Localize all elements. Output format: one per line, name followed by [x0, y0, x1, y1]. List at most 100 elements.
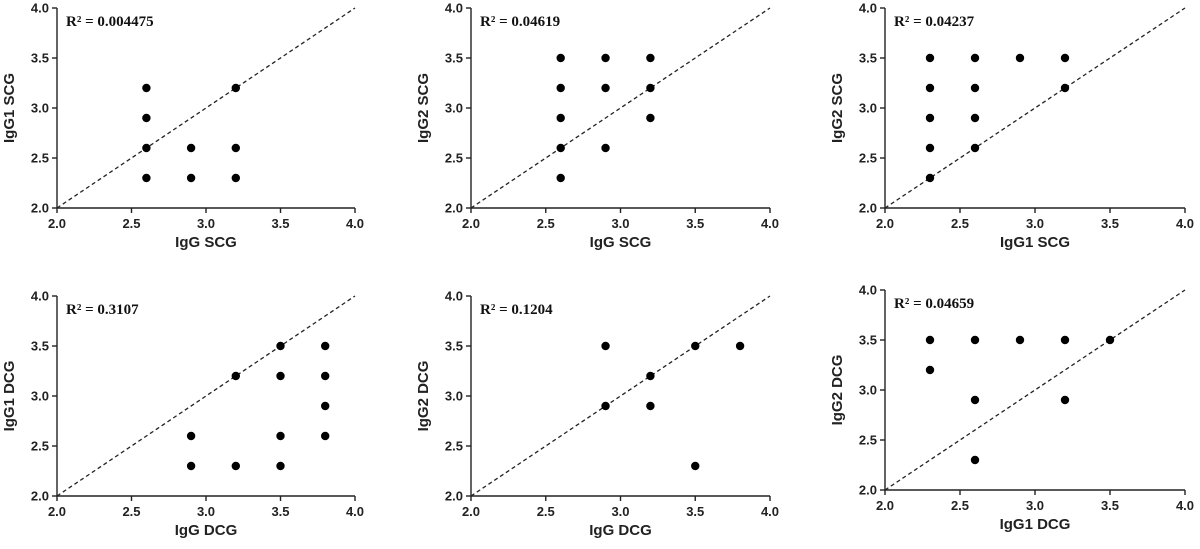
data-point	[970, 335, 980, 345]
data-point	[556, 143, 565, 153]
y-tick-label: 4.0	[31, 289, 49, 304]
data-point	[231, 173, 240, 183]
x-tick-label: 2.0	[462, 216, 480, 231]
x-axis-title: IgG1 DCG	[1000, 516, 1071, 533]
x-tick-label: 2.5	[537, 504, 555, 519]
data-point	[186, 431, 196, 441]
data-point	[231, 83, 240, 93]
data-point	[556, 53, 565, 63]
data-point	[646, 371, 655, 381]
x-tick-label: 2.5	[951, 498, 969, 513]
y-tick-label: 3.5	[31, 339, 49, 354]
data-point	[1015, 335, 1025, 345]
data-point	[231, 461, 240, 471]
x-tick-label: 3.0	[611, 216, 629, 231]
x-tick-label: 2.5	[951, 216, 969, 231]
r-squared-annotation: R² = 0.3107	[66, 302, 139, 318]
data-point	[646, 113, 655, 123]
x-axis-title: IgG SCG	[175, 234, 237, 251]
data-point	[735, 341, 745, 351]
y-tick-label: 2.0	[445, 201, 463, 216]
x-tick-label: 2.5	[122, 504, 140, 519]
x-tick-label: 2.0	[876, 216, 894, 231]
x-tick-label: 3.5	[686, 216, 704, 231]
data-point	[556, 173, 565, 183]
identity-reference-line	[470, 295, 771, 497]
y-axis-title: IgG2 DCG	[415, 361, 432, 432]
data-point	[1060, 335, 1070, 345]
y-tick-label: 4.0	[859, 1, 877, 16]
data-point	[925, 113, 935, 123]
x-tick-label: 3.5	[1101, 216, 1119, 231]
x-tick-label: 3.5	[686, 504, 704, 519]
x-tick-label: 3.5	[1101, 498, 1119, 513]
data-point	[970, 53, 980, 63]
y-tick-label: 3.5	[445, 51, 463, 66]
y-tick-label: 3.5	[859, 333, 877, 348]
y-tick-label: 2.0	[31, 201, 49, 216]
y-axis-title: IgG1 DCG	[1, 361, 18, 432]
r-squared-annotation: R² = 0.04237	[894, 14, 975, 30]
identity-reference-line	[56, 7, 356, 209]
y-tick-label: 3.5	[31, 51, 49, 66]
data-point	[321, 431, 330, 441]
data-point	[142, 143, 151, 153]
x-axis-title: IgG DCG	[175, 522, 238, 539]
data-point	[601, 53, 610, 63]
data-point	[691, 341, 700, 351]
x-axis-title: IgG SCG	[590, 234, 652, 251]
y-tick-label: 2.5	[31, 439, 49, 454]
x-tick-label: 3.5	[271, 504, 289, 519]
scatter-panel-3: 2.0 2.5 3.0 3.5 4.0 2.0 2.5 3.0 3.5 4.0 IgG1 SCG Ig…	[829, 1, 1194, 252]
data-point	[276, 371, 285, 381]
y-tick-label: 3.0	[31, 389, 49, 404]
identity-reference-line	[56, 295, 356, 497]
y-tick-label: 2.5	[445, 439, 463, 454]
data-point	[276, 461, 285, 471]
x-tick-label: 2.0	[462, 504, 480, 519]
x-tick-label: 4.0	[761, 216, 779, 231]
data-point	[1105, 335, 1115, 345]
y-tick-label: 4.0	[445, 289, 463, 304]
y-tick-label: 3.0	[859, 101, 877, 116]
data-point	[276, 341, 285, 351]
data-point	[1060, 53, 1070, 63]
x-axis-title: IgG1 SCG	[1000, 234, 1070, 251]
y-tick-label: 2.0	[859, 483, 877, 498]
y-tick-label: 4.0	[859, 283, 877, 298]
data-point	[142, 83, 151, 93]
x-tick-label: 4.0	[1176, 498, 1194, 513]
x-tick-label: 4.0	[1176, 216, 1194, 231]
data-point	[601, 341, 610, 351]
data-point	[142, 113, 151, 123]
data-point	[321, 341, 330, 351]
y-axis-title: IgG2 SCG	[415, 73, 432, 143]
y-tick-label: 2.5	[445, 151, 463, 166]
y-tick-label: 3.0	[445, 101, 463, 116]
y-tick-label: 3.0	[445, 389, 463, 404]
data-point	[925, 83, 935, 93]
y-axis-title: IgG2 SCG	[829, 73, 846, 143]
data-point	[691, 461, 700, 471]
x-tick-label: 4.0	[346, 216, 364, 231]
data-point	[925, 173, 935, 183]
data-point	[970, 143, 980, 153]
identity-reference-line	[470, 7, 771, 209]
data-point	[321, 401, 330, 411]
scatter-panel-6: 2.0 2.5 3.0 3.5 4.0 2.0 2.5 3.0 3.5 4.0 IgG1 DCG Ig…	[829, 283, 1194, 534]
y-tick-label: 2.0	[445, 489, 463, 504]
x-tick-label: 3.0	[611, 504, 629, 519]
x-tick-label: 3.5	[271, 216, 289, 231]
data-point	[1060, 83, 1070, 93]
data-point	[925, 365, 935, 375]
r-squared-annotation: R² = 0.04659	[894, 296, 974, 312]
y-axis-title: IgG2 DCG	[829, 355, 846, 426]
x-tick-label: 4.0	[346, 504, 364, 519]
x-tick-label: 2.0	[48, 504, 66, 519]
scatter-panel-4: 2.0 2.5 3.0 3.5 4.0 2.0 2.5 3.0 3.5 4.0 IgG DCG IgG…	[1, 289, 364, 540]
data-point	[556, 83, 565, 93]
data-point	[142, 173, 151, 183]
data-point	[970, 113, 980, 123]
data-point	[925, 335, 935, 345]
